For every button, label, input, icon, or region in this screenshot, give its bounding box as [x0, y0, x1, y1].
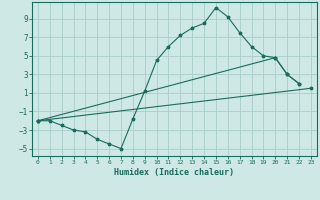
- X-axis label: Humidex (Indice chaleur): Humidex (Indice chaleur): [115, 168, 234, 177]
